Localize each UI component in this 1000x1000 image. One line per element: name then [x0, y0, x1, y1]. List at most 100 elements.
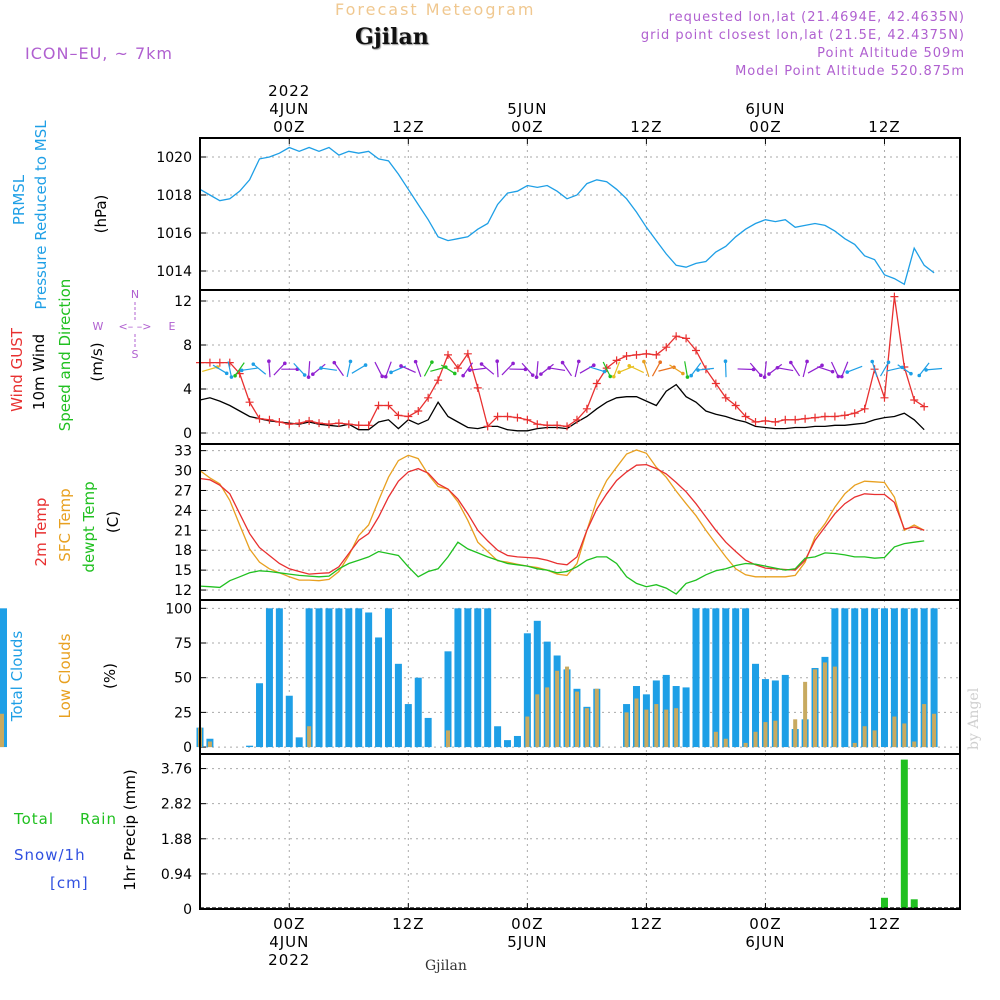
wind-barb [469, 367, 486, 371]
gust-point-marker [781, 415, 790, 424]
gust-point-marker [592, 379, 601, 388]
total-cloud-bar [295, 737, 303, 748]
wind-barb [202, 366, 218, 372]
bottom-time-label: 12Z [630, 915, 662, 933]
wind-barb [830, 361, 839, 377]
wind-barb-head [452, 371, 457, 376]
gust-point-marker [493, 412, 502, 421]
gust-point-marker [682, 334, 691, 343]
wind-barb-head [530, 373, 535, 377]
wind-barb-head [468, 368, 472, 372]
wind-barb-head [239, 368, 244, 373]
total-cloud-bar [275, 608, 283, 748]
low-cloud-bar [624, 712, 629, 748]
wind-barb [879, 361, 889, 377]
temp-ytick-label: 30 [174, 464, 192, 480]
wind-barb [628, 365, 644, 374]
gust-point-marker [890, 292, 899, 301]
low-clouds-label: Low Clouds [56, 633, 74, 718]
wind-barb [764, 361, 767, 378]
total-cloud-bar [345, 608, 353, 748]
wind-barb [333, 362, 344, 377]
wind-barb-head [830, 369, 835, 374]
wind-barb-head [845, 370, 850, 374]
precip-total-label: Total [13, 810, 54, 828]
wind-barb [737, 368, 754, 371]
wind-barb-head [430, 360, 434, 364]
wind-barb-head [560, 360, 565, 365]
wind-barb-head [283, 361, 287, 366]
total-cloud-bar [702, 608, 710, 748]
gust-point-marker [741, 412, 750, 421]
low-cloud-bar [892, 716, 897, 748]
wind-barb-head [251, 362, 256, 366]
wind-barb-head [495, 359, 499, 364]
gust-point-marker [801, 414, 810, 423]
bottom-time-label: 5JUN [507, 933, 547, 951]
temp-2m-label: 2m Temp [32, 498, 50, 567]
total-cloud-bar [861, 608, 869, 748]
wind-barb-head [534, 375, 539, 379]
wind-barb [684, 361, 689, 378]
gust-point-marker [612, 356, 621, 365]
wind-barb [768, 363, 783, 375]
wind-ytick-label: 12 [174, 294, 192, 310]
wind-barb-head [267, 359, 271, 364]
wind-barb [212, 364, 228, 374]
gust-point-marker [503, 412, 512, 421]
total-cloud-bar [285, 695, 293, 748]
gust-point-marker [910, 396, 919, 404]
compass-w: W [93, 320, 104, 333]
gust-point-marker [275, 418, 284, 426]
wind-barb [549, 367, 566, 372]
wind-barb [669, 364, 684, 375]
wind-barb-head [380, 374, 384, 379]
gust-point-marker [662, 343, 671, 352]
low-cloud-bar [307, 726, 312, 748]
bottom-time-label: 00Z [511, 915, 543, 933]
gust-point-marker [771, 418, 780, 426]
total-cloud-bar [484, 608, 492, 748]
wind-barb-head [461, 373, 465, 378]
total-cloud-bar [246, 745, 254, 748]
low-cloud-bar [555, 670, 560, 748]
total-cloud-bar [474, 608, 482, 748]
temp-ytick-label: 12 [174, 583, 192, 599]
gust-point-marker [622, 352, 631, 360]
low-cloud-bar [574, 691, 579, 748]
wind-barb [346, 361, 352, 378]
wind-barb-head [924, 368, 928, 372]
footer-location: Gjilan [425, 958, 467, 974]
total-cloud-bar [494, 726, 502, 748]
compass-n: N [131, 288, 139, 301]
top-time-label: 6JUN [745, 100, 785, 118]
wind-barb [501, 363, 514, 376]
gust-point-marker [632, 350, 641, 359]
wind-10m-series-line [199, 383, 925, 432]
precip-ytick-label: 2.82 [161, 797, 192, 813]
wind-barb [918, 362, 930, 376]
wind-barb-head [870, 359, 875, 364]
total-cloud-bar [325, 608, 333, 748]
wind-barb-head [658, 360, 662, 365]
pressure-ytick-label: 1016 [156, 226, 192, 242]
gust-point-marker [324, 420, 333, 429]
wind-barb-head [886, 360, 891, 365]
wind-barb-head [758, 373, 763, 378]
wind-barb-head [696, 368, 700, 372]
wind-barb-head [909, 371, 913, 376]
gust-point-marker [840, 411, 849, 420]
wind-barb [241, 367, 258, 371]
wind-barb [847, 365, 863, 373]
gust-point-marker [563, 422, 572, 431]
bottom-time-label: 12Z [868, 915, 900, 933]
wind-barb [926, 367, 943, 371]
wind-barb [440, 364, 456, 374]
gust-point-marker [860, 404, 869, 413]
gust-point-marker [483, 422, 492, 431]
gust-point-marker [572, 415, 581, 424]
total-cloud-bar [900, 608, 908, 748]
wind-barb [817, 366, 833, 373]
wind-barb [307, 361, 311, 378]
wind-barb [588, 366, 605, 373]
